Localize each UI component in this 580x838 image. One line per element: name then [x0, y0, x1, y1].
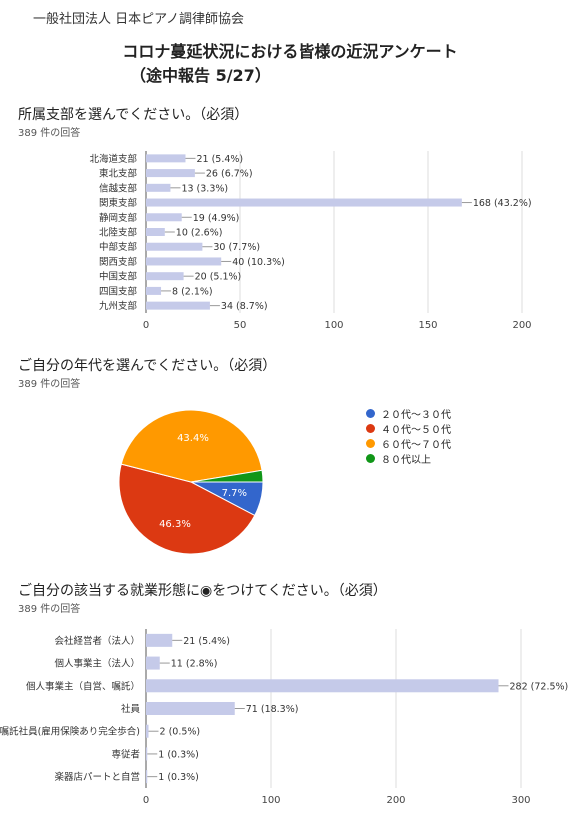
branch-bar [146, 198, 462, 207]
branch-bar [146, 286, 162, 295]
legend-swatch [366, 439, 375, 448]
branch-data-label: 168 (43.2%) [473, 198, 532, 209]
branch-data-label: 26 (6.7%) [206, 169, 253, 180]
branch-bar [146, 183, 171, 192]
page-subtitle: （途中報告 5/27） [130, 66, 271, 85]
legend-swatch [366, 409, 375, 418]
branch-bar [146, 301, 210, 310]
employment-bar [146, 679, 499, 693]
employment-bar [146, 633, 173, 647]
branch-category-label: 中部支部 [99, 241, 137, 253]
employment-tick-label: 200 [386, 795, 405, 806]
branch-tick-label: 100 [324, 320, 343, 331]
employment-data-label: 1 (0.3%) [158, 749, 199, 760]
question-1-count: 389 件の回答 [18, 128, 81, 139]
branch-category-label: 東北支部 [99, 168, 137, 180]
pie-slice-label: 46.3% [159, 519, 191, 530]
employment-category-label: 会社経営者（法人） [54, 635, 140, 647]
branch-data-label: 30 (7.7%) [213, 242, 260, 253]
branch-category-label: 九州支部 [99, 300, 137, 312]
question-2-title: ご自分の年代を選んでください。（必須） [18, 358, 277, 374]
question-3-title: ご自分の該当する就業形態に◉をつけてください。（必須） [18, 583, 387, 599]
branch-category-label: 中国支部 [99, 271, 137, 283]
employment-category-label: 専従者 [111, 748, 140, 760]
employment-bar [146, 724, 149, 738]
employment-tick-label: 100 [261, 795, 280, 806]
branch-category-label: 四国支部 [99, 285, 137, 297]
legend-swatch [366, 454, 375, 463]
legend-label: ２０代～３０代 [381, 410, 451, 421]
employment-data-label: 21 (5.4%) [183, 636, 230, 647]
branch-tick-label: 200 [512, 320, 531, 331]
pie-slice [190, 469, 264, 483]
age-pie-legend: ２０代～３０代 ４０代～５０代 ６０代～７０代 ８０代以上 [366, 406, 451, 466]
branch-data-label: 10 (2.6%) [176, 228, 223, 239]
branch-data-label: 21 (5.4%) [196, 154, 243, 165]
employment-data-label: 2 (0.5%) [160, 727, 201, 738]
organization-name: 一般社団法人 日本ピアノ調律師協会 [33, 12, 244, 27]
employment-category-label: 嘱託社員(雇用保険あり完全歩合) [0, 726, 140, 738]
branch-tick-label: 150 [418, 320, 437, 331]
branch-bar [146, 242, 203, 251]
legend-item: ２０代～３０代 [366, 406, 451, 421]
employment-data-label: 71 (18.3%) [246, 704, 299, 715]
legend-swatch [366, 424, 375, 433]
legend-item: ８０代以上 [366, 451, 451, 466]
branch-bar [146, 272, 184, 281]
branch-bar [146, 228, 165, 236]
employment-bar [146, 747, 148, 761]
branch-bar [146, 257, 222, 266]
employment-category-label: 個人事業主（自営、嘱託） [26, 680, 140, 692]
branch-category-label: 関西支部 [99, 256, 137, 268]
branch-data-label: 40 (10.3%) [232, 257, 285, 268]
legend-item: ４０代～５０代 [366, 421, 451, 436]
branch-data-label: 8 (2.1%) [172, 286, 213, 297]
employment-data-label: 11 (2.8%) [171, 659, 218, 670]
legend-label: ４０代～５０代 [381, 425, 451, 436]
employment-category-label: 楽器店パートと自営 [54, 771, 140, 783]
branch-data-label: 34 (8.7%) [221, 301, 268, 312]
question-1-title: 所属支部を選んでください。（必須） [18, 107, 249, 123]
pie-slice [120, 409, 263, 483]
branch-bar [146, 169, 195, 178]
employment-bar [146, 702, 235, 715]
pie-slice [118, 463, 256, 555]
question-3-count: 389 件の回答 [18, 604, 81, 615]
branch-category-label: 北海道支部 [89, 153, 137, 165]
branch-category-label: 北陸支部 [99, 227, 137, 239]
employment-tick-label: 300 [511, 795, 530, 806]
branch-category-label: 静岡支部 [99, 212, 137, 224]
employment-data-label: 282 (72.5%) [510, 681, 569, 692]
legend-item: ６０代～７０代 [366, 436, 451, 451]
question-2-count: 389 件の回答 [18, 379, 81, 390]
employment-bar [146, 656, 160, 670]
branch-bar [146, 154, 186, 163]
page-title: コロナ蔓延状況における皆様の近況アンケート [122, 42, 458, 61]
employment-category-label: 個人事業主（法人） [54, 658, 140, 670]
legend-label: ６０代～７０代 [381, 440, 451, 451]
employment-category-label: 社員 [121, 703, 141, 715]
branch-data-label: 13 (3.3%) [181, 183, 228, 194]
branch-bar [146, 213, 182, 222]
branch-tick-label: 50 [234, 320, 247, 331]
employment-tick-label: 0 [143, 795, 149, 806]
pie-slice-label: 43.4% [177, 433, 209, 444]
employment-bar [146, 770, 148, 784]
employment-data-label: 1 (0.3%) [158, 772, 199, 783]
branch-category-label: 信越支部 [99, 182, 137, 194]
branch-data-label: 19 (4.9%) [193, 213, 240, 224]
branch-category-label: 関東支部 [99, 197, 137, 209]
legend-label: ８０代以上 [381, 455, 431, 466]
branch-tick-label: 0 [143, 320, 149, 331]
pie-slice-label: 7.7% [222, 488, 247, 499]
branch-data-label: 20 (5.1%) [195, 272, 242, 283]
